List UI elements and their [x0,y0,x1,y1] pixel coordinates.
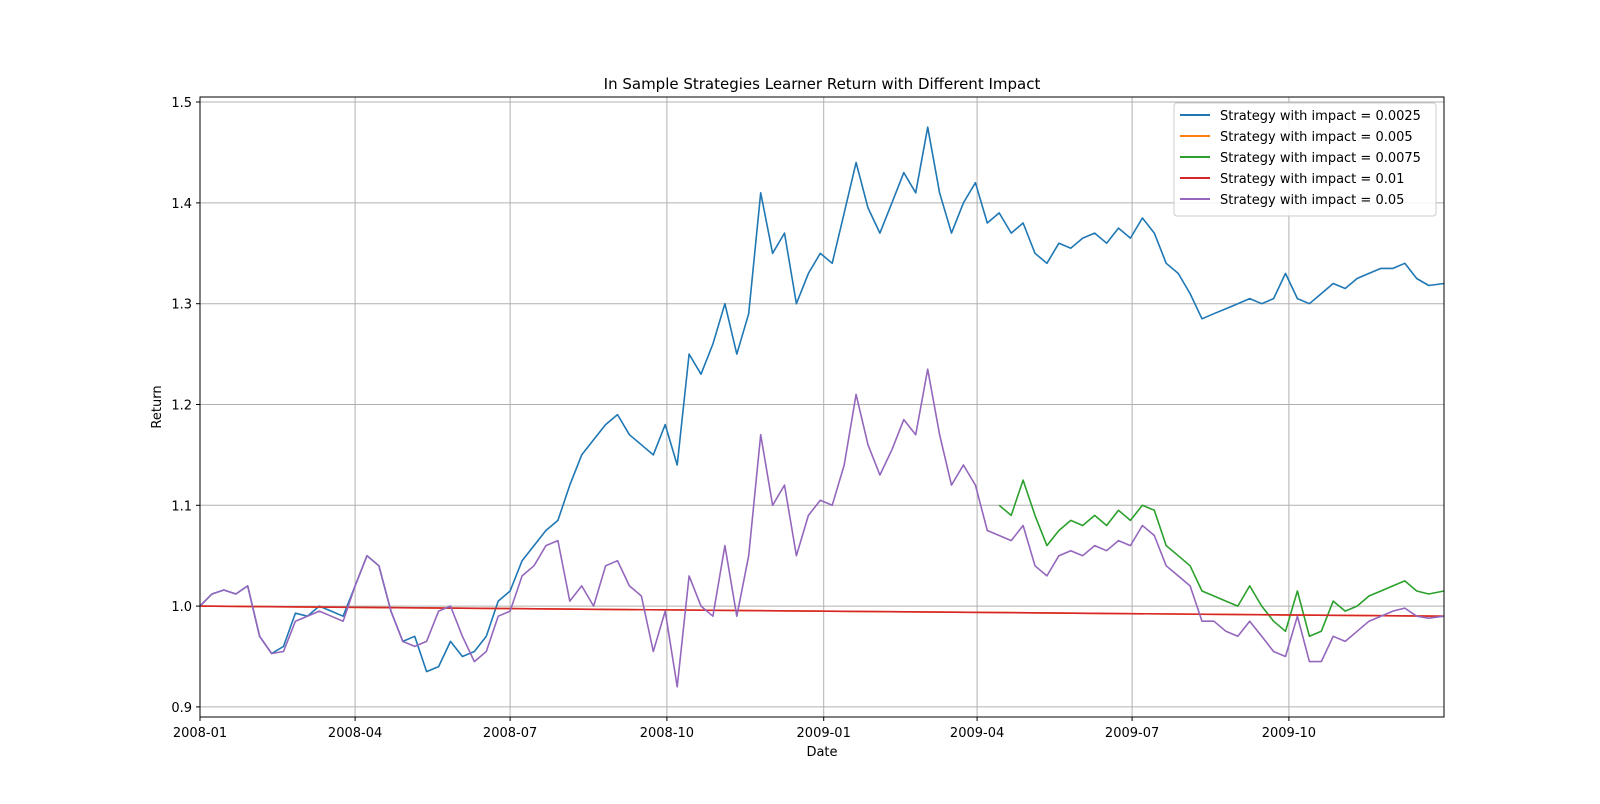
legend-label: Strategy with impact = 0.0075 [1220,151,1421,166]
series-line-1 [199,126,1445,673]
legend-box [1173,102,1437,217]
x-tick-label: 2009-04 [950,726,1004,741]
legend: Strategy with impact = 0.0025 Strategy wi… [1173,102,1437,217]
series-line-3 [998,479,1445,638]
x-tick-label: 2009-01 [797,726,851,741]
y-tick-label: 1.0 [171,600,192,615]
series-line-5 [199,368,1445,688]
series-line-4 [199,605,1445,617]
x-tick-label: 2008-01 [173,726,227,741]
legend-label: Strategy with impact = 0.05 [1220,193,1404,208]
legend-label: Strategy with impact = 0.01 [1220,172,1404,187]
series-lines [199,126,1445,688]
y-tick-label: 1.3 [171,298,192,313]
y-axis-label: Return [150,385,165,428]
x-tick-label: 2009-10 [1262,726,1316,741]
y-tick-label: 1.1 [171,499,192,514]
plot-frame [199,96,1445,718]
y-tick-label: 1.4 [171,197,192,212]
y-tick-label: 1.5 [171,96,192,111]
x-axis-label: Date [806,745,837,760]
axis-ticks: 2008-01 2008-04 2008-07 2008-10 2009-01 2009-… [171,96,1316,741]
x-tick-label: 2008-10 [640,726,694,741]
legend-label: Strategy with impact = 0.0025 [1220,109,1421,124]
chart-title: In Sample Strategies Learner Return with… [604,75,1041,93]
x-tick-label: 2009-07 [1105,726,1159,741]
y-tick-label: 1.2 [171,399,192,414]
y-tick-label: 0.9 [171,701,192,716]
x-tick-label: 2008-07 [483,726,537,741]
x-tick-label: 2008-04 [328,726,382,741]
legend-label: Strategy with impact = 0.005 [1220,130,1413,145]
